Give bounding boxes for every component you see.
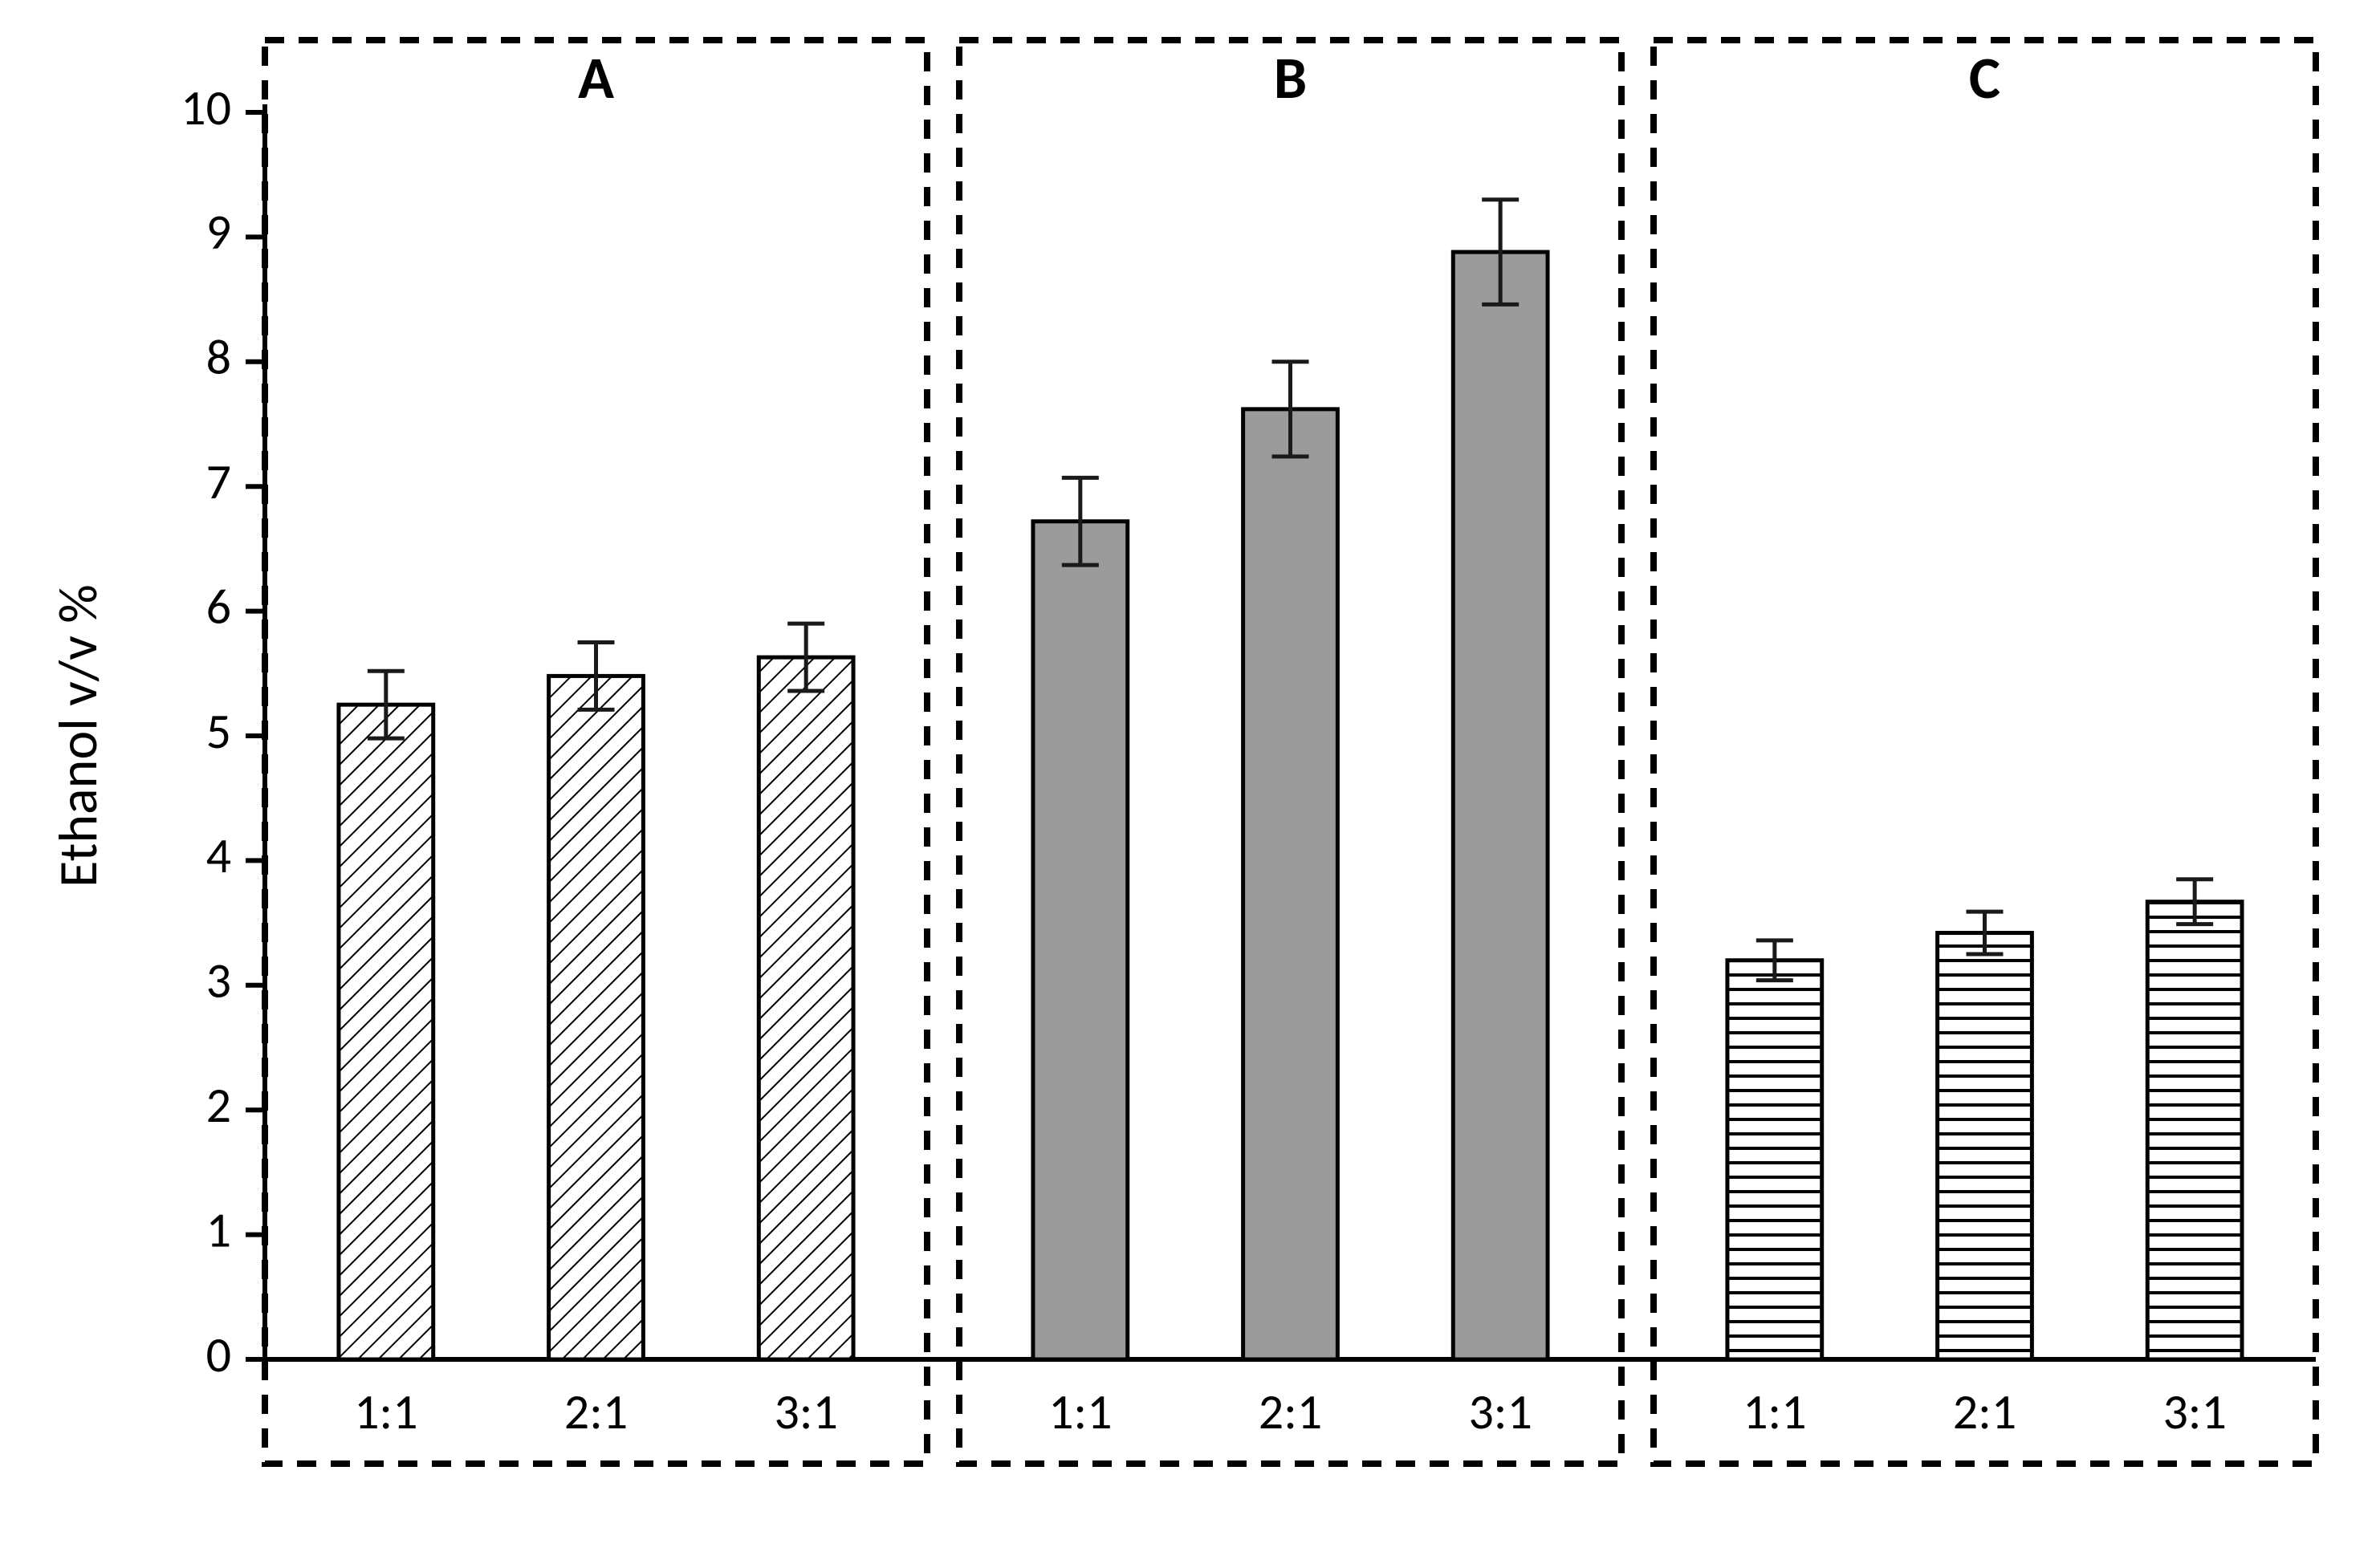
bar	[549, 676, 644, 1359]
x-tick-label: 1:1	[1743, 1381, 1806, 1442]
bar	[759, 657, 853, 1359]
x-tick-label: 3:1	[2162, 1381, 2226, 1442]
y-tick-label: 9	[206, 201, 231, 262]
x-tick-label: 2:1	[1953, 1381, 2016, 1442]
ethanol-bar-chart: 0 1 2 3 4 5 6 7 8 9 10 Ethanol v/v % A 1:1 2:1 3:1 B 1:1 2…	[0, 0, 2380, 1568]
y-tick-label: 0	[206, 1324, 231, 1385]
x-tick-label: 1:1	[354, 1381, 417, 1442]
y-tick-label: 8	[206, 327, 231, 388]
bar	[1243, 409, 1338, 1359]
bar	[2147, 902, 2242, 1359]
y-tick-label: 10	[181, 77, 231, 138]
y-tick-label: 4	[206, 825, 231, 886]
y-tick-label: 2	[206, 1074, 231, 1135]
y-tick-label: 1	[206, 1199, 231, 1260]
panel-title: B	[1274, 42, 1307, 114]
y-tick-label: 5	[206, 701, 231, 762]
x-tick-label: 1:1	[1048, 1381, 1112, 1442]
panel-title: A	[578, 42, 614, 114]
y-axis-label: Ethanol v/v %	[45, 584, 112, 888]
bar	[339, 705, 433, 1359]
y-tick-label: 6	[206, 575, 231, 636]
bar	[1938, 933, 2032, 1359]
bar	[1727, 961, 1822, 1359]
x-tick-label: 3:1	[1468, 1381, 1532, 1442]
bar	[1033, 522, 1128, 1359]
x-tick-label: 2:1	[564, 1381, 628, 1442]
bar	[1453, 252, 1548, 1359]
y-tick-label: 7	[206, 451, 231, 512]
x-tick-label: 2:1	[1259, 1381, 1322, 1442]
panel-title: C	[1969, 42, 2000, 114]
y-tick-label: 3	[206, 950, 231, 1011]
chart-svg: 0 1 2 3 4 5 6 7 8 9 10 Ethanol v/v % A 1:1 2:1 3:1 B 1:1 2…	[0, 0, 2380, 1568]
x-tick-label: 3:1	[774, 1381, 837, 1442]
